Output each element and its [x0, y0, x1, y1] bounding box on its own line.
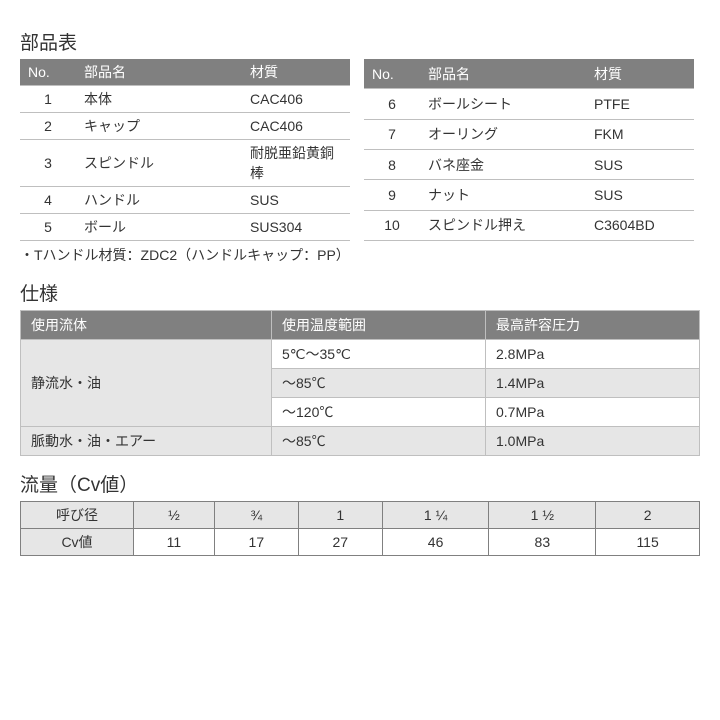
fluid-label: 脈動水・油・エアー	[21, 427, 272, 456]
cell: 10	[364, 210, 420, 240]
fluid-label: 静流水・油	[21, 340, 272, 427]
table-row: 1本体CAC406	[20, 86, 350, 113]
spec-table: 使用流体 使用温度範囲 最高許容圧力 静流水・油 5℃～35℃ 2.8MPa ～…	[20, 310, 700, 456]
cell: 1 ½	[489, 502, 596, 529]
flow-size-row: 呼び径 ½ ¾ 1 1 ¼ 1 ½ 2	[21, 502, 700, 529]
cell: 4	[20, 187, 76, 214]
cell: 17	[214, 529, 298, 556]
cell: 115	[596, 529, 700, 556]
col-name: 部品名	[76, 59, 242, 86]
cell: 1	[20, 86, 76, 113]
parts-table-right: No. 部品名 材質 6ボールシートPTFE 7オーリングFKM 8バネ座金SU…	[364, 59, 694, 241]
cell: SUS	[586, 149, 694, 179]
cell: PTFE	[586, 89, 694, 119]
col-name: 部品名	[420, 59, 586, 89]
cell: 7	[364, 119, 420, 149]
cell: オーリング	[420, 119, 586, 149]
flow-table: 呼び径 ½ ¾ 1 1 ¼ 1 ½ 2 Cv値 11 17 27 46 83 1…	[20, 501, 700, 556]
cell: 耐脱亜鉛黄銅棒	[242, 140, 350, 187]
cell: 1	[298, 502, 382, 529]
cell: スピンドル	[76, 140, 242, 187]
cell: ～120℃	[272, 398, 486, 427]
col-temp: 使用温度範囲	[272, 311, 486, 340]
cell: 83	[489, 529, 596, 556]
col-pressure: 最高許容圧力	[486, 311, 700, 340]
flow-value-row: Cv値 11 17 27 46 83 115	[21, 529, 700, 556]
table-row: 9ナットSUS	[364, 180, 694, 210]
spec-title: 仕様	[20, 279, 700, 306]
cell: CAC406	[242, 86, 350, 113]
cell: 5℃～35℃	[272, 340, 486, 369]
parts-header-row: No. 部品名 材質	[20, 59, 350, 86]
table-row: 静流水・油 5℃～35℃ 2.8MPa	[21, 340, 700, 369]
cell: FKM	[586, 119, 694, 149]
table-row: 6ボールシートPTFE	[364, 89, 694, 119]
cell: ¾	[214, 502, 298, 529]
table-row: 3スピンドル耐脱亜鉛黄銅棒	[20, 140, 350, 187]
cell: 1.0MPa	[486, 427, 700, 456]
cell: SUS	[242, 187, 350, 214]
cell: 本体	[76, 86, 242, 113]
table-row: 7オーリングFKM	[364, 119, 694, 149]
row-label: 呼び径	[21, 502, 134, 529]
cell: ボールシート	[420, 89, 586, 119]
cell: ハンドル	[76, 187, 242, 214]
cell: C3604BD	[586, 210, 694, 240]
parts-tables: No. 部品名 材質 1本体CAC406 2キャップCAC406 3スピンドル耐…	[20, 59, 700, 241]
cell: バネ座金	[420, 149, 586, 179]
cell: ～85℃	[272, 369, 486, 398]
cell: ～85℃	[272, 427, 486, 456]
table-row: 5ボールSUS304	[20, 214, 350, 241]
cell: ナット	[420, 180, 586, 210]
col-no: No.	[364, 59, 420, 89]
table-row: 4ハンドルSUS	[20, 187, 350, 214]
cell: キャップ	[76, 113, 242, 140]
cell: ½	[134, 502, 215, 529]
cell: 2	[20, 113, 76, 140]
col-material: 材質	[242, 59, 350, 86]
table-row: 10スピンドル押えC3604BD	[364, 210, 694, 240]
cell: 46	[382, 529, 489, 556]
table-row: 2キャップCAC406	[20, 113, 350, 140]
cell: 6	[364, 89, 420, 119]
col-no: No.	[20, 59, 76, 86]
cell: スピンドル押え	[420, 210, 586, 240]
parts-note: ・Tハンドル材質：ZDC2（ハンドルキャップ：PP）	[20, 245, 700, 265]
flow-title: 流量（Cv値）	[20, 470, 700, 497]
cell: 1.4MPa	[486, 369, 700, 398]
table-row: 脈動水・油・エアー ～85℃ 1.0MPa	[21, 427, 700, 456]
cell: 9	[364, 180, 420, 210]
parts-title: 部品表	[20, 28, 700, 55]
cell: 2	[596, 502, 700, 529]
cell: 2.8MPa	[486, 340, 700, 369]
parts-table-left: No. 部品名 材質 1本体CAC406 2キャップCAC406 3スピンドル耐…	[20, 59, 350, 241]
cell: SUS304	[242, 214, 350, 241]
cell: SUS	[586, 180, 694, 210]
table-row: 8バネ座金SUS	[364, 149, 694, 179]
cell: 5	[20, 214, 76, 241]
cell: ボール	[76, 214, 242, 241]
spec-header-row: 使用流体 使用温度範囲 最高許容圧力	[21, 311, 700, 340]
cell: 11	[134, 529, 215, 556]
cell: 27	[298, 529, 382, 556]
cell: CAC406	[242, 113, 350, 140]
cell: 3	[20, 140, 76, 187]
col-fluid: 使用流体	[21, 311, 272, 340]
parts-header-row: No. 部品名 材質	[364, 59, 694, 89]
cell: 8	[364, 149, 420, 179]
col-material: 材質	[586, 59, 694, 89]
cell: 1 ¼	[382, 502, 489, 529]
cell: 0.7MPa	[486, 398, 700, 427]
row-label: Cv値	[21, 529, 134, 556]
